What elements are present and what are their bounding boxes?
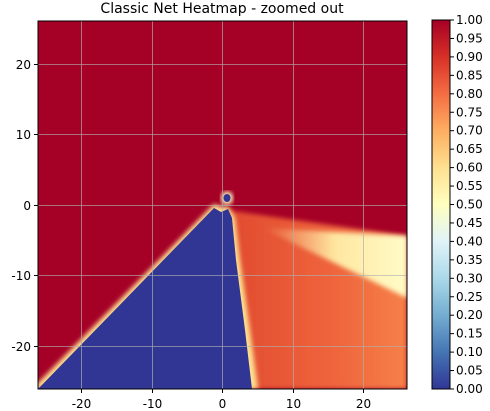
colorbar-tick-label: 0.95 xyxy=(456,31,483,45)
colorbar-tick-label: 0.35 xyxy=(456,253,483,267)
colorbar-tick-label: 0.60 xyxy=(456,161,483,175)
y-tick-label: 20 xyxy=(16,58,31,72)
colorbar-tick-label: 0.10 xyxy=(456,345,483,359)
x-tick-label: -10 xyxy=(143,397,163,411)
heatmap-streak-region xyxy=(262,228,407,298)
colorbar-tick-label: 0.15 xyxy=(456,327,483,341)
x-tick-label: 20 xyxy=(356,397,371,411)
x-axis: -20 -10 0 10 20 xyxy=(72,389,371,411)
colorbar-tick-label: 0.65 xyxy=(456,142,483,156)
colorbar-tick-label: 0.75 xyxy=(456,105,483,119)
colorbar-tick-label: 0.50 xyxy=(456,198,483,212)
colorbar-tick-label: 0.20 xyxy=(456,308,483,322)
x-tick-label: 10 xyxy=(286,397,301,411)
heatmap-plot xyxy=(38,21,407,389)
colorbar-tick-label: 0.40 xyxy=(456,234,483,248)
colorbar-tick-label: 0.05 xyxy=(456,364,483,378)
heatmap-blob xyxy=(223,194,231,202)
colorbar-tick-label: 1.00 xyxy=(456,13,483,27)
heatmap-wedge-region xyxy=(38,208,252,389)
chart-title: Classic Net Heatmap - zoomed out xyxy=(100,1,344,17)
colorbar-tick-label: 0.80 xyxy=(456,87,483,101)
colorbar-tick-label: 0.55 xyxy=(456,179,483,193)
colorbar-tick-label: 0.30 xyxy=(456,271,483,285)
colorbar-tick-label: 0.00 xyxy=(456,382,483,396)
colorbar-ticks: 0.00 0.05 0.10 0.15 0.20 0.25 0.30 0.35 0.40 0.45… xyxy=(450,13,483,396)
grid xyxy=(38,21,407,389)
y-axis: 20 10 0 -10 -20 xyxy=(11,58,38,354)
x-tick-label: 0 xyxy=(219,397,227,411)
y-tick-label: 0 xyxy=(23,199,31,213)
colorbar-tick-label: 0.90 xyxy=(456,50,483,64)
y-tick-label: -10 xyxy=(11,269,31,283)
colorbar xyxy=(431,19,451,390)
colorbar-tick-label: 0.45 xyxy=(456,216,483,230)
colorbar-tick-label: 0.70 xyxy=(456,124,483,138)
y-tick-label: -20 xyxy=(11,340,31,354)
y-tick-label: 10 xyxy=(16,128,31,142)
colorbar-tick-label: 0.25 xyxy=(456,290,483,304)
x-tick-label: -20 xyxy=(72,397,92,411)
colorbar-tick-label: 0.85 xyxy=(456,68,483,82)
